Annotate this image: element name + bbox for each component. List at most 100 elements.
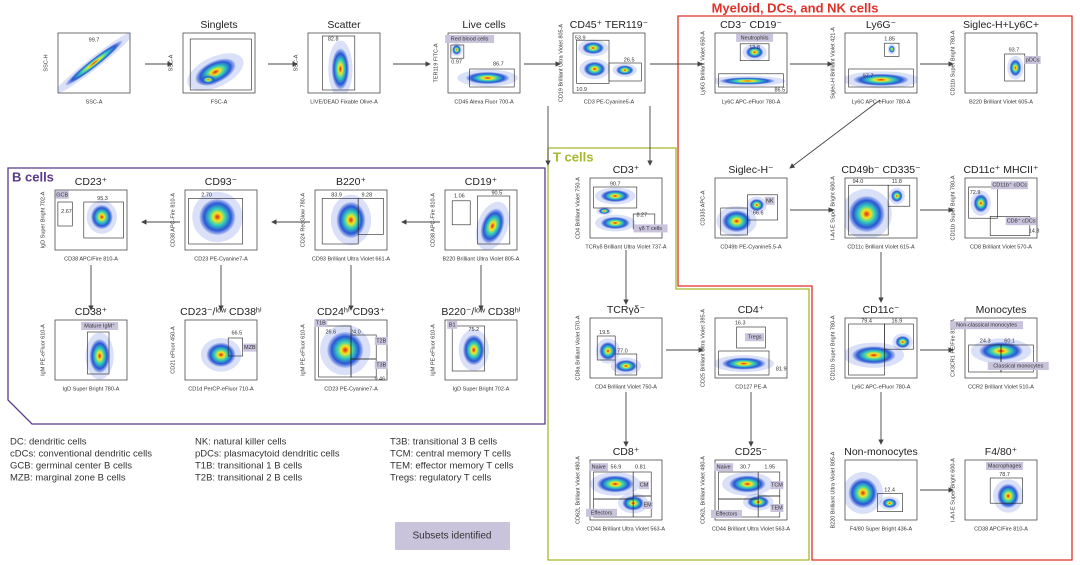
gate-name-box <box>770 481 784 490</box>
density <box>86 200 117 234</box>
y-axis-label: CD38 APC-Fire 810-A <box>170 193 176 247</box>
gate-percent: 12.4 <box>884 487 895 493</box>
arrow <box>789 99 881 169</box>
legend-entry: TEM: effector memory T cells <box>390 461 514 472</box>
plot-panel: F4/80⁺CD38 APC/Fire 810-AI-A/I-E Super B… <box>950 446 1038 532</box>
density-core <box>600 190 630 202</box>
density <box>475 201 510 250</box>
gate <box>989 477 1023 504</box>
density <box>320 324 371 376</box>
b-cell-box <box>7 167 546 425</box>
gate-name-box <box>374 337 388 345</box>
gate <box>357 198 384 235</box>
y-axis-label: B220 Brilliant Ultra Violet 805-A <box>830 451 836 528</box>
density-core <box>722 357 766 370</box>
density-core <box>463 335 485 365</box>
gate-name-box <box>81 322 119 330</box>
gate-name: CD11b⁺ cDCs <box>992 182 1027 189</box>
density <box>845 472 900 514</box>
gate-percent: 16.3 <box>735 320 746 326</box>
gate-percent: 26.5 <box>624 57 635 63</box>
plot-panel: CD24ʰⁱ CD93⁺ CD23 PE-Cyanine7-A IgM PE-eFl… <box>300 306 388 392</box>
gate-percent: 99.7 <box>89 38 100 44</box>
gate-name-box <box>711 510 743 518</box>
x-axis-label: CD1d PerCP-eFluor 710-A <box>188 386 254 392</box>
density-core <box>583 61 606 77</box>
legend-entry: MZB: marginal zone B cells <box>10 473 126 484</box>
panel-title: CD23⁻/ˡᵒʷ CD38ʰⁱ <box>180 306 262 318</box>
plot-panel: Siglec-H+Ly6C+ B220 Brilliant Violet 605-… <box>950 19 1041 105</box>
panel-title: CD24ʰⁱ CD93⁺ <box>317 306 385 318</box>
x-axis-label: CD44 Brilliant Ultra Violet 563-A <box>712 526 790 532</box>
gate-name: pDCs <box>1026 57 1040 63</box>
gate <box>720 207 748 236</box>
gate-name-box <box>745 333 765 342</box>
gate-name: T3B <box>376 362 386 368</box>
density <box>187 53 244 91</box>
density-core <box>600 217 630 229</box>
density <box>578 39 637 80</box>
plot-panel: B220⁺ CD93 Brilliant Ultra Violet 661-A CD… <box>300 176 390 263</box>
legend-entry: DC: dendritic cells <box>10 437 87 448</box>
gate-percent: 75.2 <box>468 327 479 333</box>
x-axis-label: CD8 Brilliant Violet 570-A <box>970 244 1032 250</box>
density-core <box>722 210 751 232</box>
group-title: B cells <box>12 169 54 184</box>
gate <box>451 325 485 372</box>
density <box>458 329 489 371</box>
legend-entry: Tregs: regulatory T cells <box>390 473 491 484</box>
density-core <box>582 42 604 54</box>
gate <box>884 42 900 57</box>
plot-panel: CD3⁻ CD19⁻ Ly6C APC-eFluor 780-A Ly6G Bril… <box>700 19 788 105</box>
gate-name-box <box>1005 217 1037 226</box>
density-core <box>745 46 764 59</box>
panel-title: TCRγδ⁻ <box>607 304 645 316</box>
plot-panel: CD25⁻ CD44 Brilliant Ultra Violet 563-A CD… <box>700 446 790 533</box>
x-axis-label: TCRγδ Brilliant Ultra Violet 737-A <box>585 244 667 250</box>
gate <box>614 353 638 376</box>
gate <box>736 326 766 349</box>
panel-title: Monocytes <box>976 304 1027 316</box>
gate <box>989 216 1031 236</box>
x-axis-label: CD93 Brilliant Ultra Violet 661-A <box>312 256 390 262</box>
gate-name: Effectors <box>591 510 613 516</box>
gate <box>57 201 73 227</box>
y-axis-label: CD4 Brilliant Violet 750-A <box>575 177 581 239</box>
panel-title: F4/80⁺ <box>985 446 1017 458</box>
gate-percent: 77.0 <box>617 348 628 354</box>
density <box>715 43 786 87</box>
gate-name: Naive <box>717 465 731 471</box>
plot-frame <box>444 189 518 251</box>
density <box>993 479 1024 513</box>
gate <box>477 195 511 245</box>
gate-percent: 24.3 <box>980 338 991 344</box>
density-core <box>65 40 123 86</box>
gate-name-box <box>374 361 388 369</box>
gate-name-box <box>770 504 784 512</box>
myeloid-box <box>677 15 1073 561</box>
plot-panel: CD11c⁻ Ly6C APC-eFluor 780-A CD11b Super B… <box>830 304 918 390</box>
gate-percent: 14.8 <box>1029 228 1040 234</box>
t-cell-box <box>547 147 810 561</box>
y-axis-label: Siglec-H Brilliant Violet 421-A <box>830 27 836 99</box>
density <box>845 44 917 89</box>
plot-panel: B220⁻/ˡᵒʷ CD38ʰⁱ IgD Super Bright 702-A Ig… <box>430 306 520 393</box>
gate <box>189 38 252 91</box>
gate-percent: 97.7 <box>863 74 874 80</box>
plot-panel: CD11c⁺ MHCII⁺ CD8 Brilliant Violet 570-A C… <box>950 164 1039 251</box>
y-axis-label: CD8a Brilliant Violet 570-A <box>575 315 581 380</box>
panel-title: Non-monocytes <box>844 446 918 458</box>
density-core <box>616 65 634 75</box>
density <box>595 187 636 232</box>
gate-percent: 2.67 <box>61 209 72 215</box>
gate-name: NK <box>766 198 774 204</box>
gate-name-box <box>950 321 1024 330</box>
gate-percent: 93.7 <box>1009 47 1020 53</box>
legend-entry: T1B: transitional 1 B cells <box>195 461 302 472</box>
gate-percent: 60.1 <box>1004 338 1015 344</box>
y-axis-label: SSC-A <box>168 54 174 71</box>
panel-title: CD93⁻ <box>205 176 237 188</box>
density-core <box>895 336 910 348</box>
legend-entry: cDCs: conventional dendritic cells <box>10 449 152 460</box>
density <box>715 355 775 372</box>
